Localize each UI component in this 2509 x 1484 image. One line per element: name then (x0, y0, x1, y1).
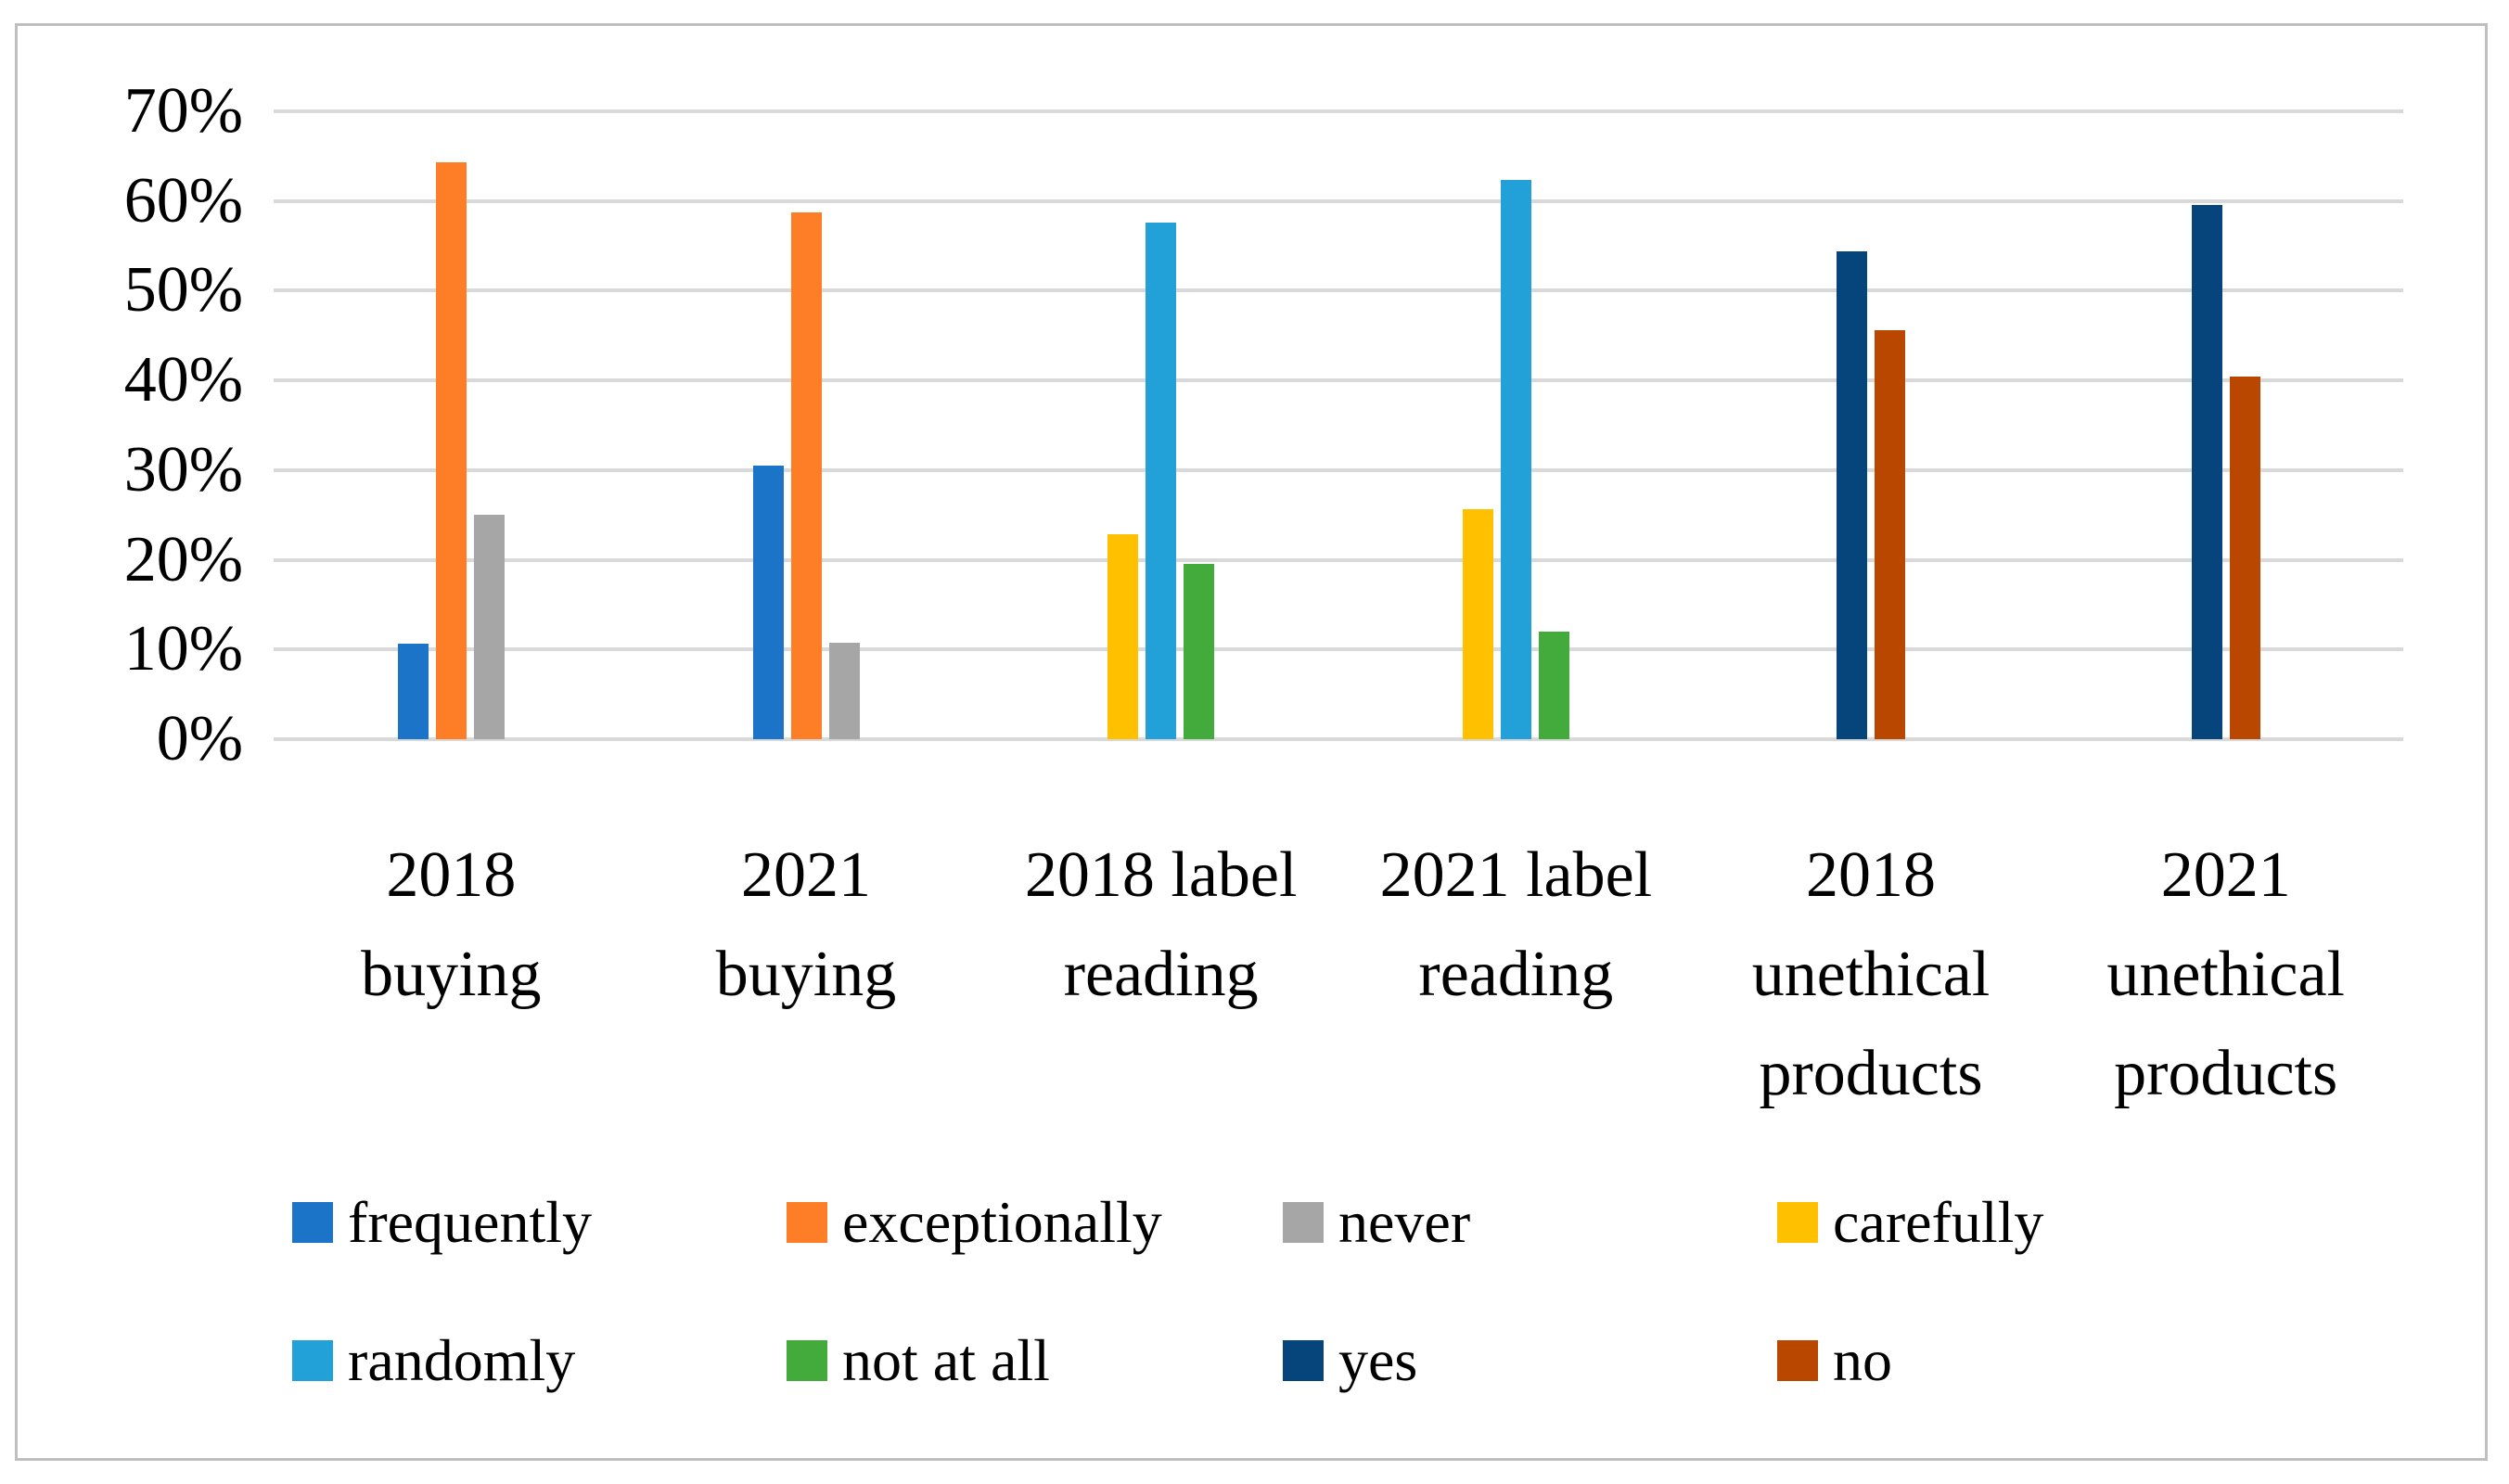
gridline-70 (274, 109, 2403, 113)
legend-label-yes: yes (1338, 1327, 1418, 1393)
bar-frequently-2018-buying (397, 644, 429, 739)
y-tick-label-0: 0% (156, 703, 243, 774)
bar-never-2018-buying (473, 515, 505, 739)
y-tick-label-30: 30% (123, 433, 243, 505)
x-label-line: 2018 label (1024, 839, 1298, 911)
legend-item-yes: yes (1283, 1328, 1417, 1393)
bar-exceptionally-2018-buying (435, 162, 467, 739)
bar-exceptionally-2021-buying (790, 212, 822, 739)
legend-item-exceptionally: exceptionally (787, 1190, 1162, 1255)
legend-label-exceptionally: exceptionally (842, 1189, 1162, 1255)
bar-frequently-2021-buying (752, 466, 784, 739)
bar-group-2018-buying (274, 111, 629, 739)
bar-group-2021-unethical-products (2048, 111, 2403, 739)
bar-group-2018-label-reading (983, 111, 1338, 739)
bar-randomly-2018-label-reading (1146, 223, 1177, 739)
legend-item-randomly: randomly (292, 1328, 575, 1393)
y-tick-label-60: 60% (123, 164, 243, 237)
gridline-0 (274, 737, 2403, 741)
legend-label-randomly: randomly (348, 1327, 576, 1393)
legend-label-no: no (1833, 1327, 1892, 1393)
legend-swatch-never (1283, 1202, 1324, 1243)
x-label-line: products (2114, 1038, 2338, 1109)
legend-row-2: randomly not at all yes no (0, 1328, 2509, 1393)
x-label-line: reading (1063, 939, 1259, 1010)
gridline-20 (274, 557, 2403, 562)
bar-yes-2018-unethical-products (1837, 251, 1868, 739)
gridline-10 (274, 647, 2403, 652)
x-label-line: 2021 (2160, 839, 2291, 911)
bar-group-2018-unethical-products (1694, 111, 2049, 739)
bar-no-2021-unethical-products (2229, 377, 2260, 739)
x-label-line: 2021 label (1379, 839, 1653, 911)
x-axis-labels: 2018 buying 2021 buying 2018 label reading 202… (274, 825, 2403, 1123)
x-label-line: buying (715, 939, 897, 1010)
gridline-50 (274, 288, 2403, 293)
x-label-2021-label-reading: 2021 label reading (1338, 825, 1694, 1123)
legend-item-frequently: frequently (292, 1190, 592, 1255)
legend-swatch-yes (1283, 1340, 1324, 1381)
legend-row-1: frequently exceptionally never carefully (0, 1190, 2509, 1255)
gridline-40 (274, 378, 2403, 383)
bar-group-2021-label-reading (1338, 111, 1694, 739)
bar-carefully-2018-label-reading (1107, 534, 1139, 739)
legend-item-carefully: carefully (1777, 1190, 2043, 1255)
x-label-line: buying (361, 939, 542, 1010)
y-tick-label-50: 50% (123, 254, 243, 326)
figure-border (15, 23, 2488, 1461)
bar-randomly-2021-label-reading (1500, 180, 1531, 739)
bar-not-at-all-2021-label-reading (1538, 632, 1569, 739)
x-label-line: reading (1418, 939, 1614, 1010)
bar-no-2018-unethical-products (1875, 330, 1906, 739)
y-tick-label-20: 20% (123, 523, 243, 595)
x-label-2021-unethical-products: 2021 unethical products (2048, 825, 2403, 1123)
bar-yes-2021-unethical-products (2191, 205, 2222, 739)
legend-label-carefully: carefully (1833, 1189, 2044, 1255)
x-label-2021-buying: 2021 buying (629, 825, 984, 1123)
legend-swatch-frequently (292, 1202, 333, 1243)
x-label-2018-unethical-products: 2018 unethical products (1694, 825, 2049, 1123)
bar-group-2021-buying (629, 111, 984, 739)
y-tick-label-70: 70% (123, 75, 243, 147)
x-label-2018-buying: 2018 buying (274, 825, 629, 1123)
legend-item-never: never (1283, 1190, 1470, 1255)
y-tick-label-40: 40% (123, 344, 243, 416)
legend-item-no: no (1777, 1328, 1892, 1393)
legend-label-never: never (1338, 1189, 1471, 1255)
y-axis: 0% 10% 20% 30% 40% 50% 60% 70% (0, 79, 243, 772)
bar-never-2021-buying (828, 643, 860, 739)
legend-item-not-at-all: not at all (787, 1328, 1050, 1393)
bar-carefully-2021-label-reading (1462, 509, 1493, 739)
gridline-30 (274, 467, 2403, 472)
y-tick-label-10: 10% (123, 613, 243, 685)
x-label-line: 2021 (741, 839, 871, 911)
legend-label-frequently: frequently (348, 1189, 592, 1255)
x-label-line: unethical (1751, 939, 1991, 1010)
x-label-line: unethical (2106, 939, 2345, 1010)
legend-swatch-no (1777, 1340, 1818, 1381)
legend-swatch-carefully (1777, 1202, 1818, 1243)
legend-swatch-randomly (292, 1340, 333, 1381)
plot-area (274, 109, 2403, 741)
bar-not-at-all-2018-label-reading (1184, 564, 1215, 739)
legend-label-not-at-all: not at all (842, 1327, 1050, 1393)
legend-swatch-exceptionally (787, 1202, 827, 1243)
x-label-line: products (1759, 1038, 1983, 1109)
x-label-2018-label-reading: 2018 label reading (983, 825, 1338, 1123)
x-label-line: 2018 (386, 839, 517, 911)
x-label-line: 2018 (1806, 839, 1937, 911)
legend-swatch-not-at-all (787, 1340, 827, 1381)
bar-groups (274, 111, 2403, 739)
gridline-60 (274, 198, 2403, 203)
